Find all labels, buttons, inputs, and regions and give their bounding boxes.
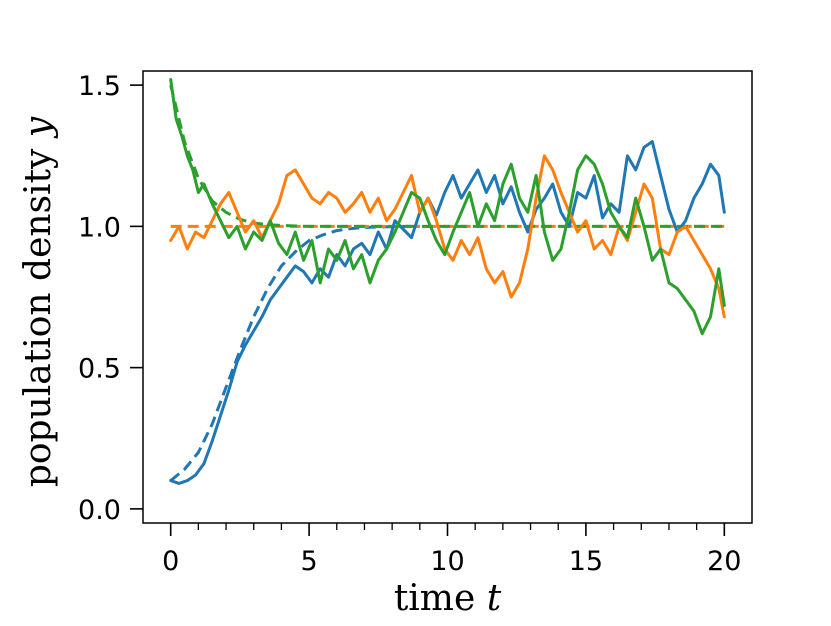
series-line-3 [169, 224, 420, 482]
y-axis: 0.0 0.5 1.0 1.5 [78, 71, 143, 526]
series-line-0 [169, 140, 726, 485]
y-axis-label-var: y [18, 116, 59, 139]
series-line-2 [169, 78, 726, 336]
y-tick-label: 0.0 [78, 495, 121, 526]
x-axis: 0 5 10 15 20 [162, 523, 741, 577]
x-tick-label: 15 [569, 546, 603, 577]
y-tick-label: 1.5 [78, 71, 121, 102]
x-tick-label: 10 [430, 546, 464, 577]
x-tick-label: 0 [162, 546, 179, 577]
y-tick-label: 0.5 [78, 354, 121, 385]
y-axis-label: population density y [18, 116, 59, 487]
x-tick-label: 5 [300, 546, 317, 577]
plot-frame [142, 70, 753, 524]
x-tick-label: 20 [707, 546, 741, 577]
y-axis-label-text: population density [18, 137, 59, 487]
x-axis-label-text: time [394, 578, 487, 619]
x-axis-label: time t [394, 578, 502, 619]
plot-area [169, 78, 726, 485]
x-axis-label-var: t [487, 578, 502, 619]
series-line-1 [169, 154, 726, 319]
y-tick-label: 1.0 [78, 212, 121, 243]
